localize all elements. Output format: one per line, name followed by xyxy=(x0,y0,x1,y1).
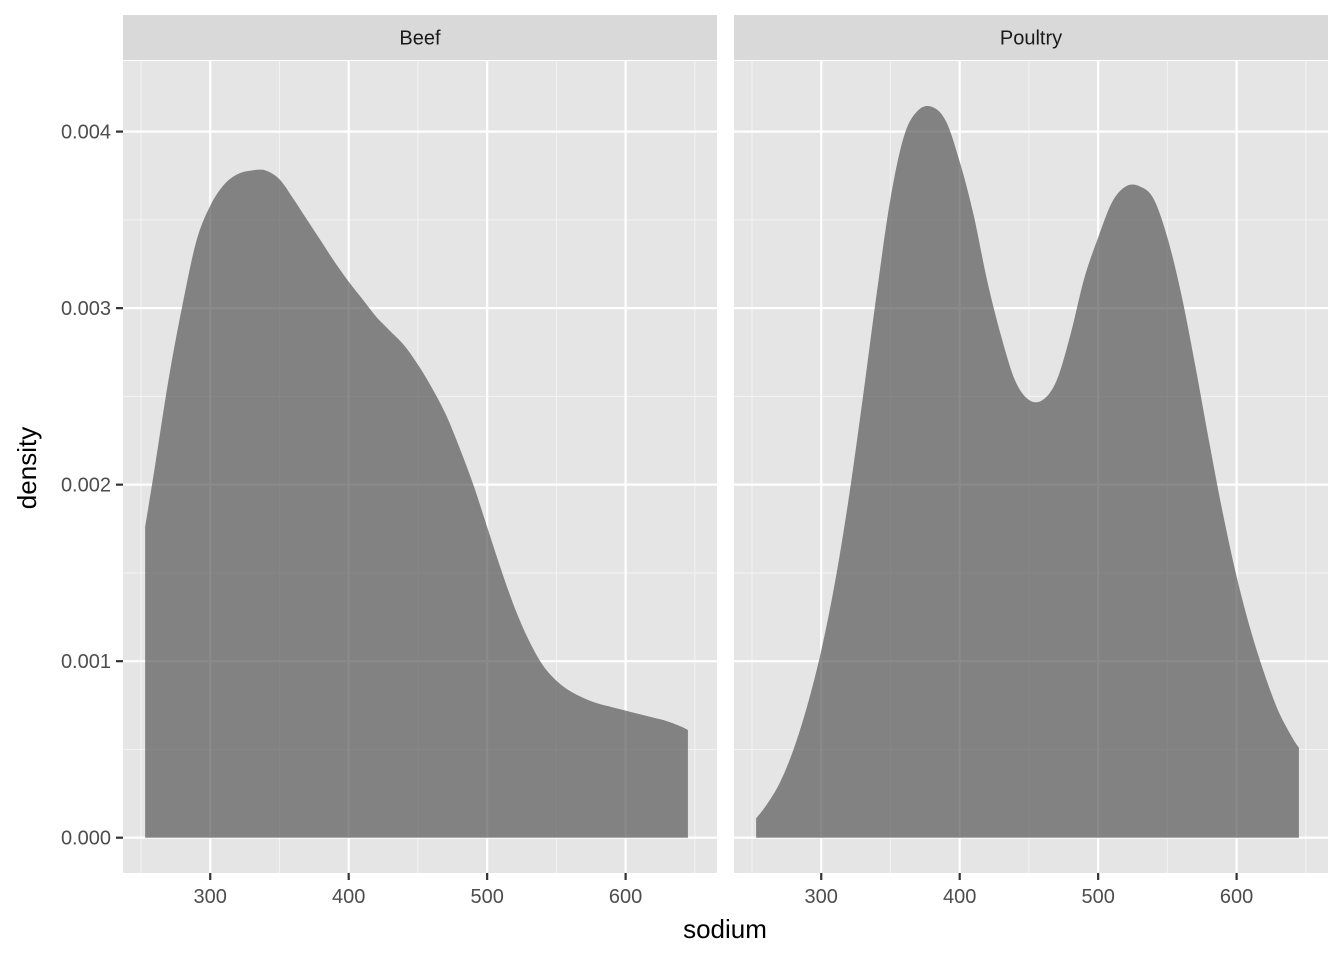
y-tick-label: 0.002 xyxy=(61,475,111,497)
x-tick-label: 300 xyxy=(805,886,838,908)
density-area-beef xyxy=(145,169,688,838)
x-tick-label: 500 xyxy=(470,886,503,908)
facet-strip-label: Poultry xyxy=(1000,28,1062,50)
x-tick-label: 600 xyxy=(1220,886,1253,908)
facet-strip xyxy=(123,15,717,60)
x-tick-label: 500 xyxy=(1081,886,1114,908)
y-tick-label: 0.004 xyxy=(61,122,111,144)
x-axis-title: sodium xyxy=(683,914,767,944)
facet-strip-label: Beef xyxy=(399,28,441,50)
panel-beef: Beef 300 400 500 600 xyxy=(123,15,717,908)
x-tick-label: 400 xyxy=(943,886,976,908)
density-area-poultry xyxy=(756,105,1299,838)
facet-strip xyxy=(734,15,1328,60)
x-tick-label: 400 xyxy=(332,886,365,908)
panel-poultry: Poultry 300 400 500 600 xyxy=(734,15,1328,908)
y-tick-label: 0.001 xyxy=(61,651,111,673)
x-tick-label: 600 xyxy=(609,886,642,908)
panels-layer: Beef 300 400 500 600 Poultry 300 400 500 600 xyxy=(123,15,1328,908)
y-axis-title: density xyxy=(12,427,42,509)
y-tick-label: 0.003 xyxy=(61,298,111,320)
x-tick-label: 300 xyxy=(194,886,227,908)
y-axis: 0.000 0.001 0.002 0.003 0.004 xyxy=(61,122,123,850)
y-tick-label: 0.000 xyxy=(61,828,111,850)
